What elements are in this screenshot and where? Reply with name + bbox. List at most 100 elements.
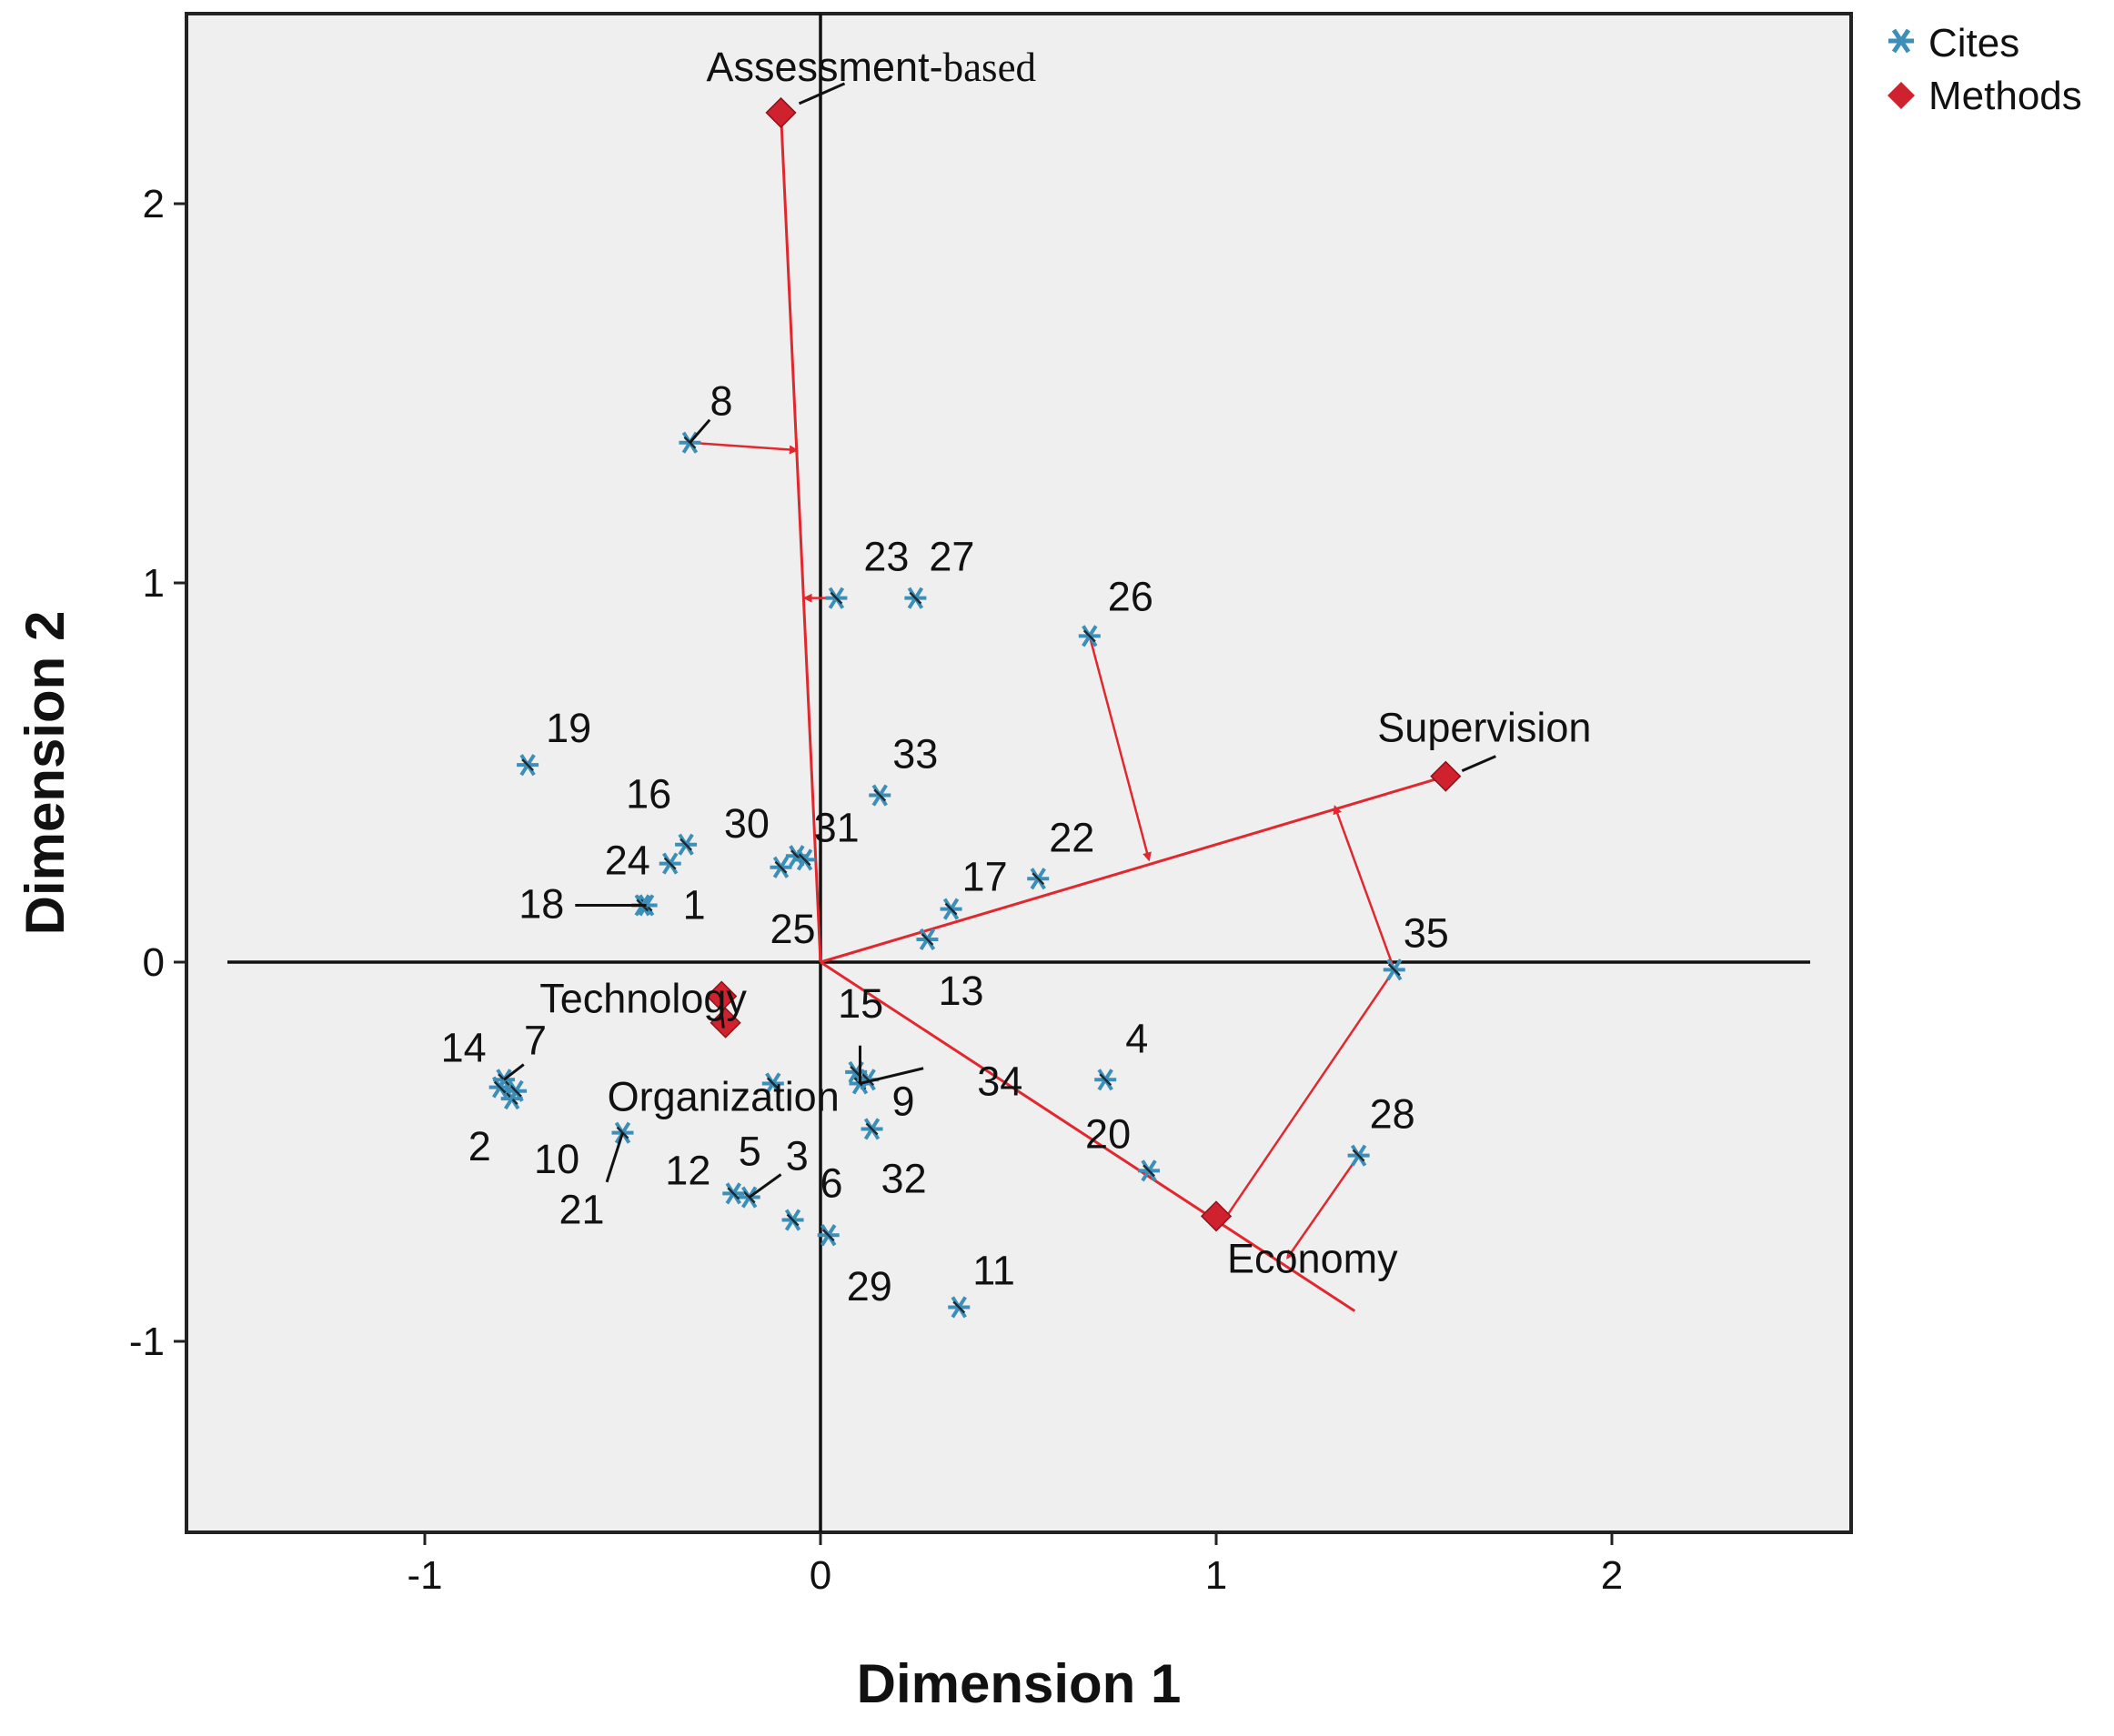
method-point-assessment: [765, 96, 797, 128]
cite-point-22: [1027, 868, 1050, 890]
method-leader-line: [1461, 755, 1496, 773]
cite-point-12: [722, 1182, 745, 1205]
legend-methods-label: Methods: [1928, 74, 2082, 118]
cite-label-27: 27: [929, 534, 974, 580]
cite-point-23: [825, 587, 848, 609]
cite-label-6: 6: [820, 1160, 843, 1207]
cite-label-9: 9: [892, 1078, 915, 1124]
cite-point-35: [1383, 958, 1405, 981]
method-label-technology: Technology: [539, 976, 747, 1022]
projection-arrow: [1286, 1154, 1360, 1259]
projection-arrow: [1333, 805, 1395, 970]
method-vector: [780, 112, 822, 963]
cite-label-2: 2: [468, 1123, 491, 1169]
cite-label-35: 35: [1404, 909, 1449, 956]
cite-label-33: 33: [892, 731, 938, 778]
labels-layer: 12 34567891011121314151617181920212223242…: [441, 44, 1592, 1310]
method-label-suffix: based: [943, 45, 1036, 90]
cite-label-17: 17: [962, 854, 1008, 900]
method-label-supervision: Supervision: [1377, 705, 1591, 751]
cite-point-14: [488, 1076, 511, 1099]
cite-label-16: 16: [626, 771, 671, 818]
legend-cites-label: Cites: [1928, 21, 2019, 65]
x-axis-title: Dimension 1: [857, 1653, 1182, 1714]
x-tick-label: 1: [1205, 1553, 1227, 1598]
cite-label-5: 5: [739, 1128, 761, 1174]
method-leader-line: [798, 82, 846, 105]
leader-line: [605, 1132, 624, 1183]
x-tick-label: -1: [407, 1553, 442, 1598]
cite-point-19: [517, 754, 539, 777]
legend-methods-icon: [1888, 82, 1915, 109]
cite-point-26: [1078, 625, 1101, 647]
method-point-technology: [706, 980, 738, 1012]
cite-label-3: 3: [786, 1133, 809, 1179]
cite-point-10: [505, 1079, 528, 1102]
cite-label-13: 13: [938, 968, 983, 1014]
cite-label-24: 24: [605, 838, 650, 884]
cite-label-10: 10: [534, 1136, 579, 1182]
legend-cites-icon: [1888, 28, 1914, 54]
cite-label-15: 15: [838, 980, 883, 1027]
cite-label-31: 31: [814, 804, 860, 850]
cite-label-23: 23: [863, 534, 909, 580]
method-label-organization: Organization: [608, 1074, 840, 1120]
cite-point-13: [916, 928, 939, 951]
cite-point-4: [1094, 1069, 1117, 1091]
cite-label-4: 4: [1125, 1015, 1148, 1061]
vectors-layer: [690, 112, 1446, 1312]
cite-point-20: [1138, 1159, 1161, 1182]
legend: Cites Methods: [1888, 21, 2082, 118]
method-label-economy: Economy: [1227, 1235, 1398, 1281]
cite-point-29: [817, 1224, 840, 1247]
plot-area: [185, 12, 1853, 1534]
y-axis-title: Dimension 2: [15, 611, 76, 936]
projection-arrow: [1088, 636, 1152, 862]
y-tick-label: 1: [143, 561, 165, 606]
cite-label-21: 21: [559, 1187, 605, 1233]
method-leader-line: [720, 1012, 725, 1029]
cite-point-28: [1347, 1144, 1370, 1167]
cite-point-32: [861, 1118, 883, 1140]
cite-point-16: [675, 833, 698, 856]
cite-label-11: 11: [972, 1247, 1015, 1293]
cite-point-5: [761, 1072, 784, 1095]
cite-label-29: 29: [847, 1263, 892, 1310]
method-point-supervision: [1430, 760, 1462, 792]
cite-point-25: [770, 856, 792, 878]
cite-point-11: [948, 1296, 971, 1319]
method-vector: [820, 960, 1356, 1312]
cite-point-17: [940, 898, 962, 920]
y-tick-label: 2: [143, 182, 165, 226]
leader-line: [860, 1067, 924, 1085]
leader-line: [689, 418, 711, 444]
projection-arrow: [1223, 968, 1395, 1222]
cite-point-27: [904, 587, 927, 609]
cite-label-14: 14: [441, 1025, 487, 1071]
cite-label-32: 32: [881, 1155, 927, 1201]
cite-point-6: [781, 1209, 804, 1231]
leader-line: [503, 1063, 525, 1081]
cite-label-30: 30: [724, 800, 770, 847]
cite-label-28: 28: [1370, 1091, 1415, 1138]
cite-label-8: 8: [710, 378, 732, 425]
cite-label-19: 19: [546, 705, 591, 751]
x-tick-label: 0: [810, 1553, 831, 1598]
method-label-assessment: Assessment-based: [707, 44, 1037, 90]
x-tick-label: 2: [1601, 1553, 1623, 1598]
leader-line: [748, 1173, 782, 1199]
cite-label-1: 1: [683, 881, 706, 928]
cite-label-12: 12: [665, 1147, 710, 1193]
cite-label-18: 18: [518, 880, 564, 927]
cite-label-34: 34: [977, 1058, 1022, 1104]
cite-label-26: 26: [1108, 573, 1153, 619]
cite-label-7: 7: [524, 1017, 547, 1063]
y-tick-label: -1: [129, 1320, 165, 1364]
cite-label-25: 25: [770, 906, 816, 952]
projection-arrow: [690, 441, 799, 455]
method-point-organization: [710, 1007, 741, 1039]
cite-point-33: [869, 784, 891, 807]
cite-point-24: [659, 852, 681, 875]
